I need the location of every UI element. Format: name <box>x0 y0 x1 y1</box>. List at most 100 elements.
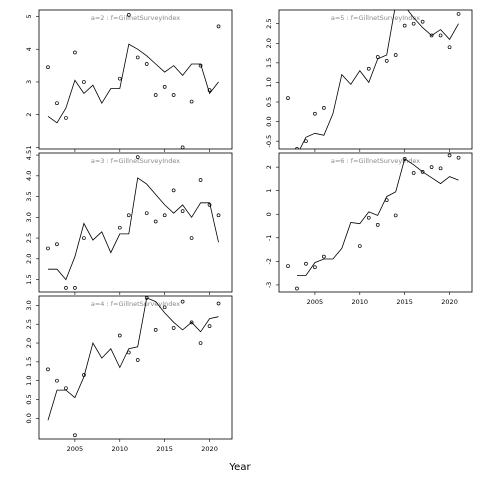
fit-line <box>297 158 459 276</box>
observation-point <box>357 244 362 248</box>
observation-point <box>313 265 317 270</box>
observation-point <box>286 96 290 100</box>
observation-point <box>429 33 434 38</box>
y-tick-label: 2.5 <box>25 233 33 243</box>
panel-frame <box>38 152 233 293</box>
x-tick-label: 2015 <box>396 298 413 306</box>
observation-point <box>393 53 398 57</box>
observation-point <box>82 373 86 377</box>
y-tick-label: 4.0 <box>25 171 33 181</box>
plot-area <box>46 296 221 438</box>
observation-point <box>295 147 299 149</box>
observation-point <box>420 19 425 24</box>
observation-point <box>144 211 149 216</box>
y-tick-label: 0.5 <box>25 394 33 404</box>
y-tick-label: -1 <box>265 235 273 241</box>
observation-point <box>144 296 149 300</box>
panel-3: a=3 : f=GillnetSurveyIndex 1.5 2.0 2.5 3.0 3.… <box>25 150 233 295</box>
observation-point <box>375 55 380 59</box>
observation-point <box>171 188 176 193</box>
plot-area <box>46 155 221 290</box>
observation-point <box>295 286 299 291</box>
panels: a=2 : f=GillnetSurveyIndex 1 2 3 4 5 a=5 : f=G… <box>25 9 473 453</box>
y-tick-label: 2.5 <box>25 319 33 329</box>
observation-point <box>46 367 50 372</box>
panel-1: a=2 : f=GillnetSurveyIndex 1 2 3 4 5 <box>25 9 233 152</box>
observation-point <box>456 12 461 16</box>
y-tick-label: 3 <box>25 80 33 84</box>
y-tick-label: 3.0 <box>25 300 33 310</box>
observation-point <box>304 261 308 266</box>
y-tick-label: 0 <box>265 212 273 216</box>
y-tick-label: 1.0 <box>25 375 33 385</box>
observation-point <box>198 178 203 182</box>
observation-point <box>198 63 203 68</box>
observation-point <box>286 264 290 268</box>
observation-point <box>384 198 389 202</box>
observation-point <box>207 203 212 207</box>
y-tick-label: 1.5 <box>25 274 33 284</box>
y-tick-label: -2 <box>265 258 273 264</box>
observation-point <box>216 301 221 306</box>
y-tick-label: 2.0 <box>25 338 33 348</box>
observation-point <box>73 286 77 290</box>
y-tick-label: -3 <box>265 282 273 288</box>
observation-point <box>64 286 68 290</box>
observation-point <box>411 171 416 175</box>
observation-point <box>429 165 434 169</box>
y-tick-label: 3.0 <box>25 212 33 222</box>
observation-point <box>73 433 77 438</box>
panel-frame <box>38 9 233 150</box>
observation-point <box>393 213 398 218</box>
y-tick-label: 1.5 <box>25 357 33 367</box>
x-tick-label: 2010 <box>112 445 129 453</box>
observation-point <box>189 236 194 240</box>
y-tick-label: 1 <box>25 145 33 149</box>
observation-point <box>64 116 68 120</box>
observation-point <box>189 99 194 104</box>
x-tick-label: 2010 <box>352 298 369 306</box>
observation-point <box>126 13 131 17</box>
observation-point <box>153 219 158 224</box>
observation-point <box>447 45 452 50</box>
observation-point <box>207 324 212 328</box>
y-tick-label: 0.5 <box>265 97 273 107</box>
y-tick-label: 5 <box>25 14 33 18</box>
observation-point <box>198 341 203 345</box>
observation-point <box>411 21 416 26</box>
observation-point <box>126 350 131 355</box>
x-tick-label: 2015 <box>156 445 173 453</box>
observation-point <box>46 246 50 251</box>
x-tick-label: 2020 <box>201 445 218 453</box>
observation-point <box>189 320 194 325</box>
x-tick-label: 2005 <box>307 298 324 306</box>
y-tick-label: 2.0 <box>265 38 273 48</box>
panel-5: a=4 : f=GillnetSurveyIndex 0.0 0.5 1.0 1.5 2.… <box>25 295 233 453</box>
panel-frame <box>38 295 233 440</box>
observation-point <box>46 65 50 70</box>
observation-point <box>82 236 86 240</box>
y-tick-label: 3.5 <box>25 191 33 201</box>
panel-strip-label: a=4 : f=GillnetSurveyIndex <box>91 300 180 308</box>
panel-4: a=6 : f=GillnetSurveyIndex -3 -2 -1 0 1 2 2005 2… <box>265 152 473 306</box>
y-tick-label: 2 <box>25 113 33 117</box>
observation-point <box>438 166 443 171</box>
observation-point <box>117 76 122 81</box>
fit-line <box>299 10 459 149</box>
plot-area <box>286 153 461 291</box>
panel-frame <box>278 9 473 150</box>
observation-point <box>171 326 176 330</box>
observation-point <box>207 88 212 92</box>
y-tick-label: 2.5 <box>265 19 273 29</box>
observation-point <box>153 328 158 332</box>
observation-point <box>420 169 425 174</box>
observation-point <box>55 378 59 383</box>
panel-strip-label: a=5 : f=GillnetSurveyIndex <box>331 14 420 22</box>
y-tick-label: -0.5 <box>265 135 273 148</box>
observation-point <box>456 155 461 160</box>
observation-point <box>384 59 389 63</box>
observation-point <box>55 242 59 247</box>
observation-point <box>162 305 167 310</box>
observation-point <box>162 85 167 89</box>
